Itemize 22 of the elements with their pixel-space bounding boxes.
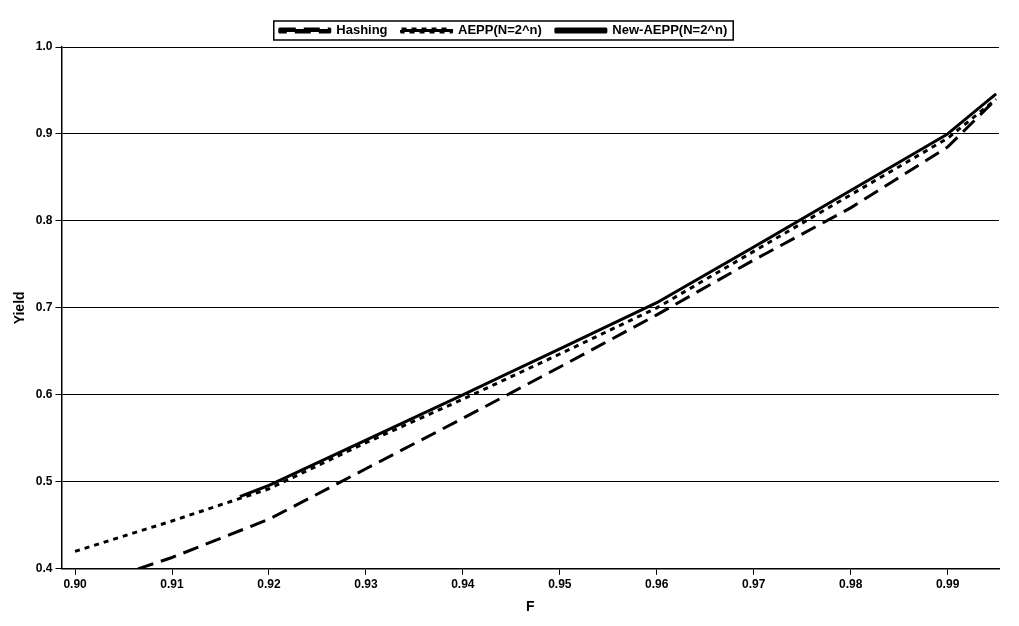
y-axis-title: Yield xyxy=(11,291,28,325)
x-tick-label: 0.92 xyxy=(257,577,281,592)
x-tick-label: 0.99 xyxy=(935,577,960,592)
x-tick-label: 0.96 xyxy=(645,577,669,592)
x-tick-label: 0.95 xyxy=(548,577,572,592)
x-tick-label: 0.97 xyxy=(742,577,766,592)
x-tick-label: 0.93 xyxy=(354,577,378,592)
x-axis-title: F xyxy=(525,598,535,615)
y-tick-label: 0.8 xyxy=(35,213,53,228)
y-tick-label: 0.5 xyxy=(35,474,53,489)
legend-label: Hashing xyxy=(336,22,388,38)
y-tick-label: 0.6 xyxy=(35,387,53,402)
y-tick-label: 1.0 xyxy=(35,39,53,54)
x-tick-label: 0.91 xyxy=(160,577,185,592)
y-tick-label: 0.4 xyxy=(35,561,53,576)
legend-label: New-AEPP(N=2^n) xyxy=(612,22,728,38)
x-tick-label: 0.90 xyxy=(63,577,88,592)
x-tick-label: 0.94 xyxy=(451,577,475,592)
legend-label: AEPP(N=2^n) xyxy=(458,22,542,38)
y-tick-label: 0.7 xyxy=(35,300,53,315)
y-tick-label: 0.9 xyxy=(35,126,53,141)
x-tick-label: 0.98 xyxy=(838,577,863,592)
